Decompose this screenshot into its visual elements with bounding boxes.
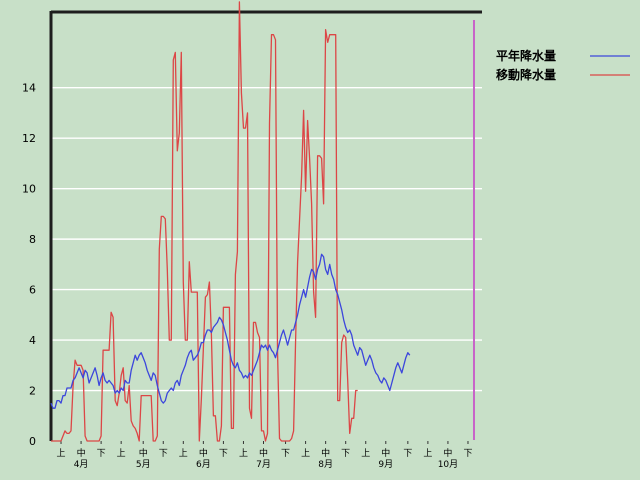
series-line-normal: [50, 253, 411, 409]
month-label: 7月: [256, 459, 271, 470]
x-tick-label: 上: [239, 448, 248, 459]
month-labels: 4月 5月 6月 7月 8月 9月 10月: [74, 459, 458, 470]
x-tick-label: 中: [77, 447, 86, 459]
month-label: 6月: [196, 459, 211, 470]
legend: 平年降水量 移動降水量: [496, 48, 630, 82]
x-tick-label: 上: [423, 448, 432, 459]
x-tick-label: 中: [443, 447, 452, 459]
x-tick-label: 下: [97, 449, 106, 459]
x-tick-label: 上: [179, 448, 188, 459]
month-label: 9月: [378, 459, 393, 470]
x-tick-label: 下: [281, 449, 290, 459]
month-label: 5月: [136, 459, 151, 470]
x-tick-labels: 上中下上中下上中下上中下上中下上中下上中下: [57, 441, 472, 459]
x-tick-label: 上: [361, 448, 370, 459]
y-tick-label: 14: [22, 82, 36, 95]
y-tick-label: 2: [29, 385, 36, 398]
x-tick-label: 下: [463, 449, 472, 459]
month-label: 10月: [438, 459, 458, 470]
x-tick-label: 下: [341, 449, 350, 459]
legend-label-moving: 移動降水量: [496, 67, 556, 82]
series-line-moving: [51, 1, 358, 442]
month-label: 4月: [74, 459, 89, 470]
y-tick-label: 8: [29, 233, 36, 246]
x-tick-label: 下: [219, 449, 228, 459]
x-tick-label: 中: [139, 447, 148, 459]
y-tick-labels: 0 2 4 6 8 10 12 14: [22, 82, 36, 448]
x-tick-label: 下: [403, 449, 412, 459]
x-tick-label: 中: [381, 447, 390, 459]
x-tick-label: 上: [57, 448, 66, 459]
y-tick-label: 4: [29, 334, 36, 347]
y-tick-label: 12: [22, 132, 36, 145]
x-tick-label: 下: [159, 449, 168, 459]
x-tick-label: 中: [199, 447, 208, 459]
y-tick-label: 0: [29, 435, 36, 448]
y-tick-label: 10: [22, 183, 36, 196]
series-lines: [50, 1, 411, 442]
legend-label-normal: 平年降水量: [496, 48, 556, 63]
x-tick-label: 上: [301, 448, 310, 459]
x-tick-label: 中: [321, 447, 330, 459]
month-label: 8月: [318, 459, 333, 470]
x-tick-label: 上: [117, 448, 126, 459]
y-tick-label: 6: [29, 284, 36, 297]
x-tick-label: 中: [259, 447, 268, 459]
